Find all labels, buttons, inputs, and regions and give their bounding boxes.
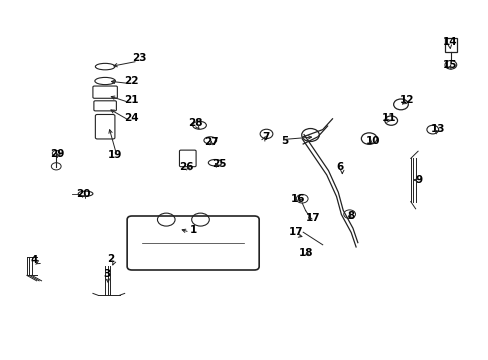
Text: 11: 11 [381,113,395,123]
Text: 12: 12 [399,95,413,105]
Text: 14: 14 [442,37,456,48]
Text: 19: 19 [107,150,122,160]
Text: 10: 10 [365,136,379,146]
Text: 18: 18 [298,248,312,258]
Text: 8: 8 [347,211,354,221]
Text: 15: 15 [442,60,456,70]
Text: 26: 26 [179,162,194,172]
Bar [444,38,456,52]
Text: 22: 22 [123,76,138,86]
Text: 28: 28 [188,118,203,128]
Text: 17: 17 [288,227,303,237]
Text: 29: 29 [50,149,65,159]
Text: 13: 13 [429,124,444,134]
Text: 24: 24 [123,113,138,123]
Text: 6: 6 [336,162,343,172]
Text: 23: 23 [132,53,146,63]
Text: 25: 25 [211,159,226,169]
Text: 7: 7 [261,132,269,142]
Text: 9: 9 [415,175,422,185]
Text: 21: 21 [123,95,138,105]
Text: 27: 27 [203,137,218,147]
Text: 17: 17 [305,213,320,223]
Text: 3: 3 [103,269,110,279]
Text: 20: 20 [76,189,90,199]
Text: 1: 1 [189,225,196,235]
Text: 16: 16 [290,194,305,204]
Text: 5: 5 [281,136,287,146]
Text: 2: 2 [107,254,114,264]
Text: 4: 4 [30,255,38,265]
